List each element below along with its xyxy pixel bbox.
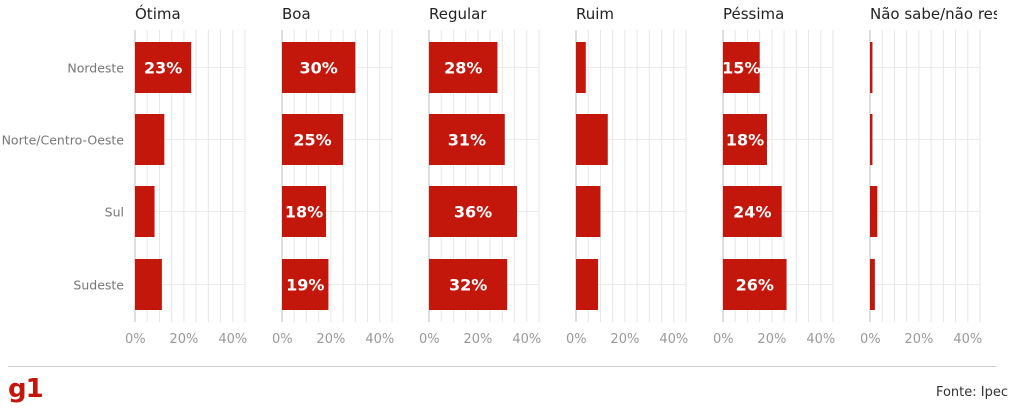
footer-divider [8,366,996,367]
bar [576,186,601,237]
bar-value-label: 23% [144,59,182,78]
category-label: Sul [105,205,124,220]
bar [723,259,787,310]
x-tick-label: 20% [316,332,345,347]
bar-value-label: 18% [726,131,764,150]
bar-value-label: 15% [722,59,760,78]
bar [135,259,162,310]
bar-value-label: 24% [733,203,771,222]
x-tick-label: 40% [659,332,688,347]
x-tick-label: 20% [904,332,933,347]
x-tick-label: 20% [610,332,639,347]
bar [723,114,767,165]
bar-value-label: 18% [285,203,323,222]
panel: Ótima 0% 20% 40% 23% [125,4,247,347]
bar-value-label: 31% [448,131,486,150]
x-tick-label: 40% [953,332,982,347]
x-tick-label: 0% [272,332,293,347]
bar [429,259,508,310]
bar [135,186,155,237]
x-tick-label: 0% [566,332,587,347]
bar [870,259,875,310]
bar [282,259,329,310]
bar [429,114,505,165]
source-note: Fonte: Ipec [935,385,1008,400]
panel: Não sabe/não resp 0% 20% 40% [860,5,1010,347]
panel: Regular 0% 20% 40% 28% 31% 36% 32% [419,5,541,347]
bar-value-label: 28% [444,59,482,78]
x-tick-label: 40% [218,332,247,347]
bar [135,42,192,93]
category-label: Sudeste [73,278,124,293]
bar [870,114,873,165]
bar [723,42,760,93]
bar [723,186,782,237]
bar-value-label: 26% [736,276,774,295]
bar [576,114,608,165]
x-tick-label: 0% [713,332,734,347]
panel-title: Regular [429,5,487,23]
g1-logo: g1 [8,374,44,404]
category-label: Norte/Centro-Oeste [2,133,125,148]
panel-title: Péssima [723,5,784,23]
bar [282,114,344,165]
bar [870,186,878,237]
category-label: Nordeste [67,61,124,76]
bar [135,114,165,165]
bar-value-label: 36% [454,203,492,222]
bar-value-label: 30% [300,59,338,78]
panel: Boa 0% 20% 40% 30% 25% 18% 19% [272,5,394,347]
bar [870,42,873,93]
bar [429,42,498,93]
panel-title: Não sabe/não resp [870,5,1010,23]
x-tick-label: 40% [806,332,835,347]
x-tick-label: 20% [757,332,786,347]
chart: Nordeste Norte/Centro-Oeste Sul Sudeste Óti… [2,4,1010,347]
x-tick-label: 40% [365,332,394,347]
x-tick-label: 40% [512,332,541,347]
bar [576,42,586,93]
panel-title: Boa [282,5,311,23]
bar-value-label: 19% [286,276,324,295]
bar [282,186,326,237]
bar-value-label: 32% [449,276,487,295]
x-tick-label: 20% [463,332,492,347]
panel-title: Ótima [135,4,181,23]
bar-value-label: 25% [293,131,331,150]
bar [576,259,598,310]
bar [429,186,517,237]
panel: Péssima 0% 20% 40% 15% 18% 24% 26% [713,5,835,347]
x-tick-label: 0% [419,332,440,347]
panel-title: Ruim [576,5,614,23]
x-tick-label: 0% [860,332,881,347]
panel: Ruim 0% 20% 40% [566,5,688,347]
x-tick-label: 20% [169,332,198,347]
x-tick-label: 0% [125,332,146,347]
bar [282,42,356,93]
